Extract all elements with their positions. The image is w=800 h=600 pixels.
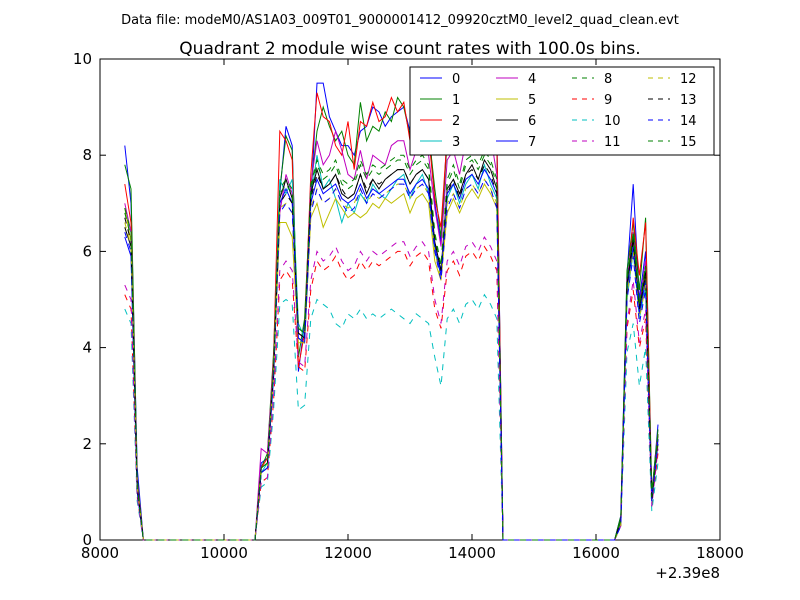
legend-label: 4	[528, 72, 536, 87]
legend-label: 11	[604, 135, 621, 150]
legend-item-4: 4	[496, 72, 536, 87]
x-tick-label: 14000	[448, 544, 496, 562]
x-tick-label: 16000	[572, 544, 620, 562]
legend-label: 8	[604, 72, 612, 87]
x-tick-label: 10000	[200, 544, 248, 562]
legend-label: 1	[452, 93, 460, 108]
series-line-10	[124, 293, 659, 541]
legend-item-9: 9	[572, 93, 612, 108]
legend-item-8: 8	[572, 72, 612, 87]
legend-item-15: 15	[648, 135, 697, 150]
legend-label: 12	[680, 72, 697, 87]
legend-item-0: 0	[420, 72, 460, 87]
legend-label: 10	[604, 114, 621, 129]
legend-box	[409, 66, 715, 156]
legend-label: 0	[452, 72, 460, 87]
y-tick-label: 2	[82, 435, 92, 453]
x-tick-label: 8000	[81, 544, 119, 562]
legend-label: 6	[528, 114, 536, 129]
legend-item-3: 3	[420, 135, 460, 150]
legend-label: 9	[604, 93, 612, 108]
legend-item-10: 10	[572, 114, 621, 129]
legend-item-12: 12	[648, 72, 697, 87]
y-tick-label: 8	[82, 146, 92, 164]
y-tick-label: 0	[82, 531, 92, 549]
x-tick-label: 12000	[324, 544, 372, 562]
y-tick-label: 10	[73, 50, 92, 68]
legend-item-5: 5	[496, 93, 536, 108]
legend-item-13: 13	[648, 93, 697, 108]
x-tick-label: 18000	[696, 544, 744, 562]
chart-title: Quadrant 2 module wise count rates with …	[179, 39, 640, 59]
legend-item-11: 11	[572, 135, 621, 150]
legend-label: 5	[528, 93, 536, 108]
legend-label: 13	[680, 93, 697, 108]
series-layer	[124, 77, 659, 541]
legend-item-2: 2	[420, 114, 460, 129]
legend-item-1: 1	[420, 93, 460, 108]
y-tick-label: 6	[82, 242, 92, 260]
legend-item-14: 14	[648, 114, 697, 129]
series-line-8	[124, 154, 659, 541]
x-offset-label: +2.39e8	[655, 564, 720, 582]
legend-label: 3	[452, 135, 460, 150]
legend-label: 2	[452, 114, 460, 129]
legend-label: 14	[680, 114, 697, 129]
legend-item-6: 6	[496, 114, 536, 129]
plot-frame	[99, 58, 721, 541]
y-tick-label: 4	[82, 339, 92, 357]
legend-label: 7	[528, 135, 536, 150]
figure-header: Data file: modeM0/AS1A03_009T01_90000014…	[121, 13, 679, 28]
legend-label: 15	[680, 135, 697, 150]
series-line-15	[124, 149, 659, 541]
legend-item-7: 7	[496, 135, 536, 150]
